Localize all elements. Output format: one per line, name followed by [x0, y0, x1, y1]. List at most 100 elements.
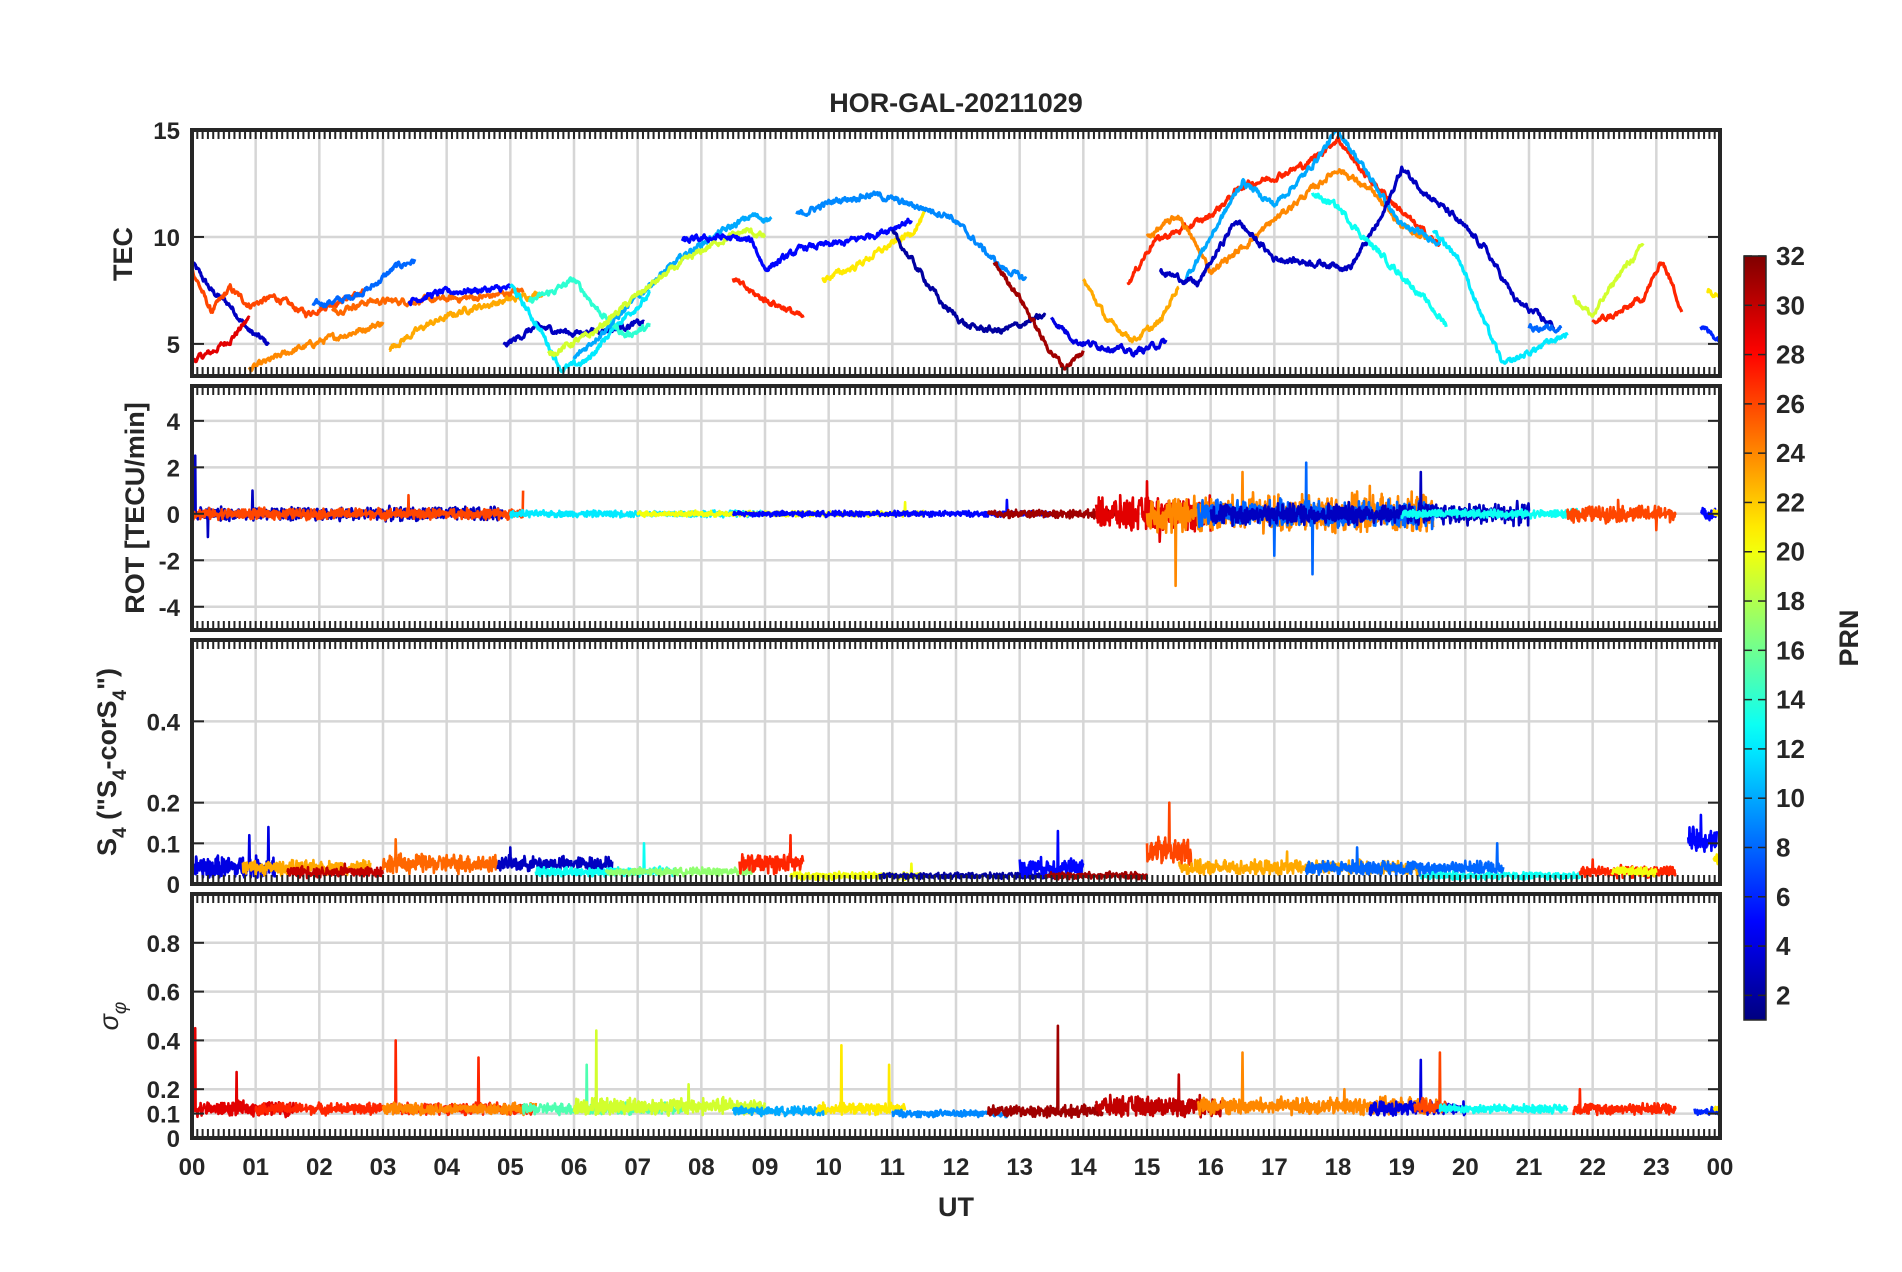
panel-rot: -4 -2 0 2 4 ROT [TECU/min]: [120, 384, 1722, 632]
ylabel-tec: TEC: [108, 227, 138, 281]
x-tick-label: 00: [1707, 1154, 1734, 1181]
series-sigma-prn-10-5: [731, 1104, 830, 1118]
y-tick-label-s4: 0.1: [147, 831, 180, 858]
panel-sigma: 00.10.2 0.4 0.6 0.8 σφ: [94, 892, 1722, 1153]
x-tick-label: 10: [815, 1154, 842, 1181]
series-tec-prn-12-9: [508, 283, 652, 374]
series-sigma-prn-27-1: [254, 1039, 537, 1117]
series-s4-prn-8-14: [1304, 841, 1505, 878]
y-tick-label-sigma: 0.2: [147, 1077, 180, 1104]
x-tick-label: 15: [1134, 1154, 1161, 1181]
series-tec-prn-8-3: [311, 258, 417, 309]
y-tick-label-sigma: 0.1: [147, 1102, 180, 1129]
x-tick-label: 16: [1197, 1154, 1224, 1181]
series-tec-prn-3-24: [1158, 165, 1556, 331]
series-tec-prn-26-2: [192, 269, 366, 319]
x-tick-label: 02: [306, 1154, 333, 1181]
series-tec-prn-5-13: [680, 217, 913, 273]
y-tick-label-rot: 0: [167, 502, 180, 529]
series-tec-prn-27-29: [1591, 261, 1684, 325]
y-tick-label-rot: -2: [159, 548, 180, 575]
series-s4-prn-2-9: [878, 871, 1060, 881]
series-tec-prn-5-7: [407, 283, 512, 307]
x-tick-label: 09: [752, 1154, 779, 1181]
x-tick-label: 20: [1452, 1154, 1479, 1181]
series-s4-prn-25-3: [381, 837, 499, 876]
x-tick-label: 17: [1261, 1154, 1288, 1181]
series-sigma-prn-24-2: [381, 1101, 538, 1117]
colorbar-tick-label: 30: [1776, 290, 1805, 320]
series-tec-prn-6-30: [1699, 325, 1720, 343]
series-tec-prn-23-20: [1082, 278, 1180, 344]
x-tick-labels: 00 01 02 03 04 05 06 07 08 09 10 11 12 13 14 15 16 17 18 19…: [179, 1154, 1734, 1181]
series-sigma-prn-21-6: [815, 1044, 907, 1117]
colorbar-tick-label: 12: [1776, 734, 1805, 764]
series-rot-prn-3-9: [1209, 470, 1531, 528]
y-tick-label-rot: -4: [159, 595, 181, 622]
y-tick-label-s4: 0.4: [147, 709, 181, 736]
series-tec-prn-3-8: [502, 318, 645, 348]
series-tec-prn-19-28: [1572, 242, 1645, 318]
colorbar-gradient: [1743, 255, 1767, 1021]
series-tec-prn-21-16: [821, 210, 926, 284]
x-tick-label: 19: [1388, 1154, 1415, 1181]
x-tick-label: 04: [433, 1154, 460, 1181]
x-tick-label: 03: [370, 1154, 397, 1181]
panel-s4: 0 0.1 0.2 0.4 S4 ("S4-corS4"): [92, 638, 1722, 899]
series-s4-prn-5-10: [1018, 829, 1085, 879]
series-tec-prn-8-27: [1527, 323, 1563, 334]
colorbar-label: PRN: [1834, 609, 1864, 666]
x-tick-label: 07: [624, 1154, 651, 1181]
y-tick-label-sigma: 0.8: [147, 931, 180, 958]
x-tick-label: 23: [1643, 1154, 1670, 1181]
colorbar-tick-label: 26: [1776, 389, 1805, 419]
x-tick-label: 18: [1325, 1154, 1352, 1181]
colorbar-tick-label: 18: [1776, 586, 1805, 616]
series-s4-prn-26-12: [1145, 801, 1193, 867]
series-tec-prn-27-14: [731, 277, 805, 319]
series-tec-prn-24-4: [247, 320, 385, 373]
series-tec-prn-3-0: [192, 261, 270, 346]
series-sigma-prn-27-14: [1572, 1087, 1677, 1117]
x-tick-label: 08: [688, 1154, 715, 1181]
x-axis-label: UT: [938, 1192, 974, 1222]
series-tec-prn-4-19: [1050, 316, 1168, 358]
series-s4-prn-20-17: [1610, 865, 1658, 878]
series-tec-prn-21-31: [1706, 287, 1720, 299]
y-tick-label-s4: 0.2: [147, 791, 180, 818]
colorbar-tick-label: 6: [1776, 882, 1790, 912]
colorbar-tick-label: 8: [1776, 832, 1790, 862]
y-tick-label-sigma: 0.4: [147, 1028, 181, 1055]
series-tec-prn-9-15: [795, 190, 1028, 282]
colorbar-tick-label: 16: [1776, 635, 1805, 665]
series-tec-prn-31-18: [992, 261, 1085, 371]
y-tick-label-tec: 10: [153, 225, 180, 252]
colorbar-tick-label: 28: [1776, 340, 1805, 370]
series-rot-prn-26-11: [1565, 498, 1677, 532]
series-tec-prn-13-25: [1310, 192, 1448, 328]
series-sigma-prn-13-13: [1438, 1102, 1569, 1115]
colorbar-tick-label: 20: [1776, 537, 1805, 567]
colorbar-tick-label: 4: [1776, 931, 1791, 961]
y-tick-label-tec: 15: [153, 118, 180, 145]
y-tick-label-sigma: 0.6: [147, 980, 180, 1007]
series-s4-prn-30-2: [286, 862, 385, 880]
colorbar-tick-label: 2: [1776, 980, 1790, 1010]
y-tick-label-rot: 4: [167, 409, 181, 436]
series-s4-prn-13-5: [534, 841, 678, 879]
series-rot-prn-31-5: [986, 507, 1117, 520]
series-sigma-prn-31-8: [986, 1024, 1104, 1119]
series-tec-prn-14-10: [527, 276, 652, 339]
colorbar-tick-label: 10: [1776, 783, 1805, 813]
series-tec-prn-2-17: [890, 229, 1047, 335]
ylabel-rot: ROT [TECU/min]: [120, 402, 150, 613]
x-tick-label: 01: [242, 1154, 269, 1181]
series-rot-prn-13-10: [1400, 507, 1581, 520]
x-tick-label: 06: [561, 1154, 588, 1181]
series-tec-prn-29-1: [192, 315, 251, 364]
series-tec-prn-10-23: [1184, 130, 1442, 283]
panel-tec: 5 10 15 TEC: [108, 118, 1722, 378]
chart-title: HOR-GAL-20211029: [829, 88, 1083, 118]
